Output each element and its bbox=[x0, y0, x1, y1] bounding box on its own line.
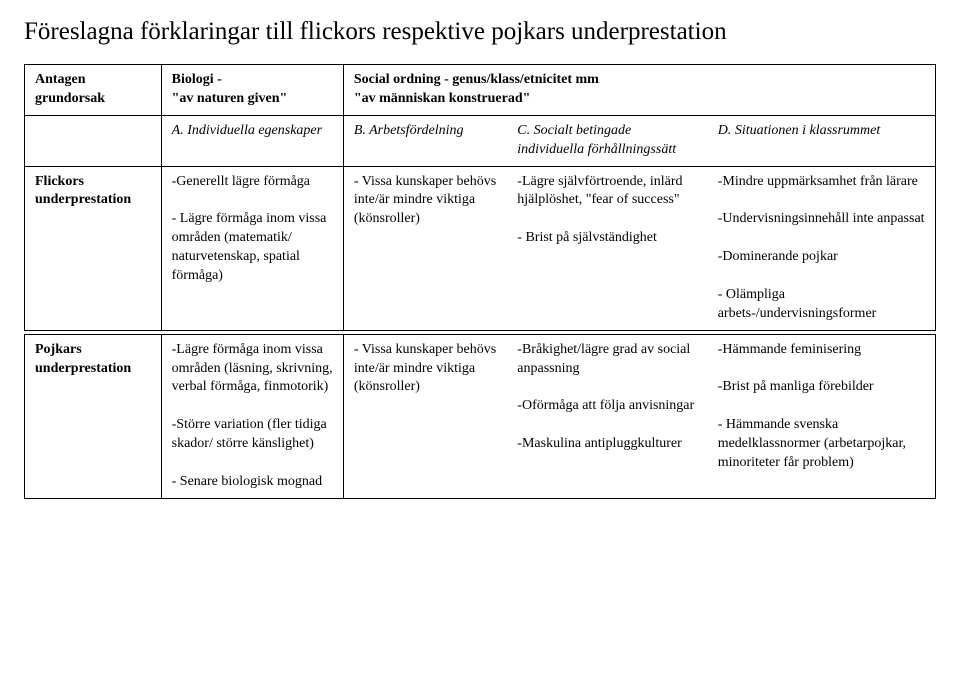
table-row: Pojkars underprestation -Lägre förmåga i… bbox=[25, 334, 936, 498]
cell-pojkar-c: -Bråkighet/lägre grad av social anpassni… bbox=[507, 334, 707, 498]
page-title: Föreslagna förklaringar till flickors re… bbox=[24, 18, 936, 46]
explanation-table: Antagen grundorsak Biologi -"av naturen … bbox=[24, 64, 936, 499]
header-social: Social ordning - genus/klass/etnicitet m… bbox=[343, 65, 935, 116]
subheader-c: C. Socialt betingade individuella förhål… bbox=[507, 115, 707, 166]
cell-empty bbox=[25, 115, 162, 166]
cell-flickor-a: -Generellt lägre förmåga- Lägre förmåga … bbox=[161, 166, 343, 330]
table-row: A. Individuella egenskaper B. Arbetsförd… bbox=[25, 115, 936, 166]
header-biologi: Biologi -"av naturen given" bbox=[161, 65, 343, 116]
rowheader-pojkar: Pojkars underprestation bbox=[25, 334, 162, 498]
cell-flickor-c: -Lägre självförtroende, inlärd hjälplösh… bbox=[507, 166, 707, 330]
cell-flickor-b: - Vissa kunskaper behövs inte/är mindre … bbox=[343, 166, 507, 330]
subheader-d: D. Situationen i klassrummet bbox=[708, 115, 936, 166]
table-row: Flickors underprestation -Generellt lägr… bbox=[25, 166, 936, 330]
cell-pojkar-a: -Lägre förmåga inom vissa områden (läsni… bbox=[161, 334, 343, 498]
table-row: Antagen grundorsak Biologi -"av naturen … bbox=[25, 65, 936, 116]
subheader-a: A. Individuella egenskaper bbox=[161, 115, 343, 166]
cell-pojkar-d: -Hämmande feminisering-Brist på manliga … bbox=[708, 334, 936, 498]
cell-pojkar-b: - Vissa kunskaper behövs inte/är mindre … bbox=[343, 334, 507, 498]
cell-flickor-d: -Mindre uppmärksamhet från lärare-Underv… bbox=[708, 166, 936, 330]
rowheader-flickor: Flickors underprestation bbox=[25, 166, 162, 330]
rowheader-antagen: Antagen grundorsak bbox=[25, 65, 162, 116]
subheader-b: B. Arbetsfördelning bbox=[343, 115, 507, 166]
